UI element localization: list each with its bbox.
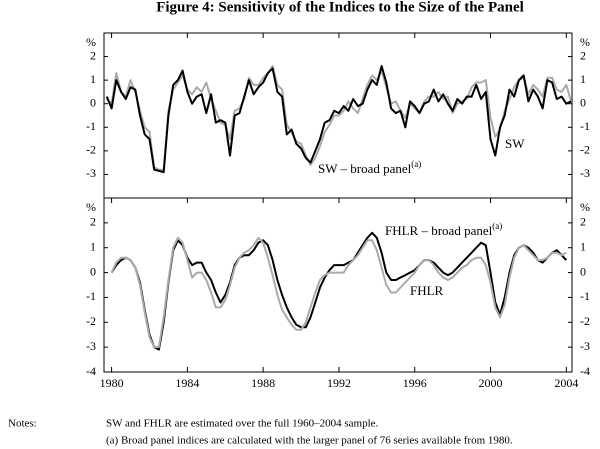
series-line (105, 65, 572, 174)
x-tick-label: 2000 (479, 376, 503, 390)
annotation: FHLR – broad panel(a) (385, 221, 502, 238)
y-tick-label: 1 (90, 72, 96, 86)
y-unit-label: % (580, 200, 590, 214)
note-line: SW and FHLR are estimated over the full … (106, 418, 379, 430)
chart-title: Figure 4: Sensitivity of the Indices to … (156, 0, 524, 15)
x-tick-label: 1992 (327, 376, 351, 390)
y-tick-label: -1 (86, 289, 96, 303)
y-tick-label: 2 (580, 215, 586, 229)
x-tick-label: 1988 (251, 376, 275, 390)
x-tick-label: 1996 (403, 376, 427, 390)
x-tick-label: 1980 (100, 376, 124, 390)
y-unit-label: % (86, 35, 96, 49)
y-tick-label: 2 (580, 48, 586, 62)
y-tick-label: -1 (86, 119, 96, 133)
y-tick-label: -4 (580, 364, 590, 378)
annotation-sup: (a) (411, 159, 421, 169)
y-tick-label: -3 (86, 339, 96, 353)
annotation-text: SW (505, 136, 525, 151)
series-line (110, 231, 568, 351)
y-tick-label: -2 (580, 143, 590, 157)
note-line: (a) Broad panel indices are calculated w… (106, 435, 513, 447)
y-tick-label: -2 (86, 314, 96, 328)
y-tick-label: -4 (86, 364, 96, 378)
y-tick-label: -3 (580, 339, 590, 353)
y-tick-label: 2 (90, 48, 96, 62)
annotation: SW – broad panel(a) (318, 159, 421, 176)
y-tick-label: 1 (580, 239, 586, 253)
y-tick-label: -1 (580, 289, 590, 303)
notes-label: Notes: (8, 418, 37, 430)
annotation: FHLR (410, 283, 444, 298)
y-tick-label: 0 (90, 264, 96, 278)
annotation-text: SW – broad panel (318, 161, 412, 176)
y-tick-label: 2 (90, 215, 96, 229)
y-tick-label: 0 (580, 95, 586, 109)
y-tick-label: -2 (86, 143, 96, 157)
y-tick-label: -3 (580, 166, 590, 180)
x-tick-label: 2004 (554, 376, 578, 390)
y-unit-label: % (86, 200, 96, 214)
y-unit-label: % (580, 35, 590, 49)
x-tick-label: 1984 (175, 376, 199, 390)
y-tick-label: 0 (90, 95, 96, 109)
y-tick-label: 1 (90, 239, 96, 253)
annotation-text: FHLR (410, 283, 444, 298)
y-tick-label: -2 (580, 314, 590, 328)
annotation: SW (505, 136, 525, 151)
plot-frame (103, 197, 573, 373)
series-line (110, 236, 567, 349)
y-tick-label: 1 (580, 72, 586, 86)
annotation-sup: (a) (492, 221, 502, 231)
y-tick-label: 0 (580, 264, 586, 278)
y-tick-label: -1 (580, 119, 590, 133)
y-tick-label: -3 (86, 166, 96, 180)
annotation-text: FHLR – broad panel (385, 223, 493, 238)
